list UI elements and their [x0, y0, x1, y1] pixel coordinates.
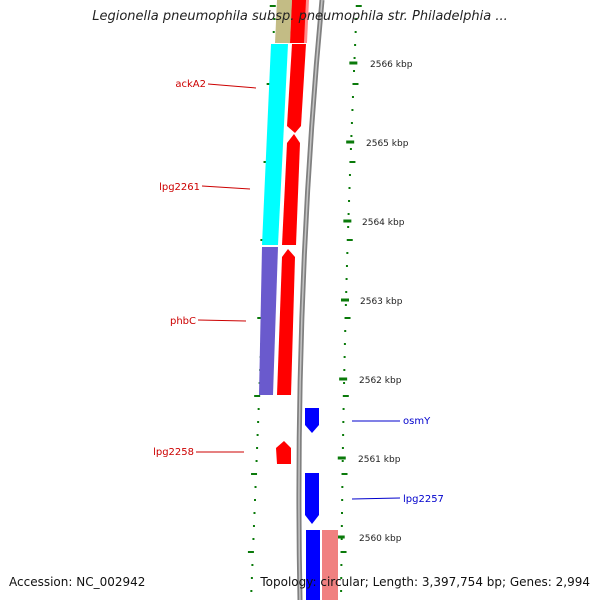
gene-label-lpg2257[interactable]: lpg2257: [403, 494, 444, 505]
gene-block-blue: [306, 530, 320, 600]
topology-text: Topology: circular; Length: 3,397,754 bp…: [260, 575, 590, 589]
gene-block-red: [276, 441, 291, 464]
scale-label: 2564 kbp: [362, 218, 405, 228]
gene-labels: ackA2 lpg2261 phbC lpg2258 osmY lpg2257: [153, 79, 444, 505]
gene-block-blue: [305, 408, 319, 433]
gene-block-red: [277, 249, 295, 395]
gene-label-acka2[interactable]: ackA2: [175, 79, 206, 90]
map-title: Legionella pneumophila subsp. pneumophil…: [92, 9, 508, 24]
backbone-highlight: [298, 0, 323, 600]
scale-label: 2565 kbp: [366, 139, 409, 149]
scale-labels: 2566 kbp 2565 kbp 2564 kbp 2563 kbp 2562…: [358, 60, 413, 544]
scale-label: 2560 kbp: [359, 534, 402, 544]
scale-label: 2566 kbp: [370, 60, 413, 70]
scale-label: 2561 kbp: [358, 455, 401, 465]
gene-label-connector: [201, 185, 251, 190]
gene-label-phbc[interactable]: phbC: [170, 316, 196, 327]
gene-block-pink: [322, 530, 338, 600]
gene-block-cyan: [262, 44, 288, 245]
gene-block-red: [287, 44, 306, 133]
scale-label: 2562 kbp: [359, 376, 402, 386]
gene-label-connector: [197, 319, 247, 322]
gene-block-blue: [305, 473, 319, 524]
gene-label-connector: [207, 83, 257, 89]
gene-label-lpg2258[interactable]: lpg2258: [153, 447, 194, 458]
gene-block-red: [282, 134, 300, 245]
gene-label-lpg2261[interactable]: lpg2261: [159, 182, 200, 193]
scale-label: 2563 kbp: [360, 297, 403, 307]
feature-blocks: [259, 0, 338, 600]
gene-label-osmy[interactable]: osmY: [403, 416, 431, 427]
accession-text: Accession: NC_002942: [9, 575, 146, 589]
gene-block-olive: [275, 0, 292, 43]
gene-block-purple: [259, 247, 278, 395]
gene-block-red: [290, 0, 306, 43]
gene-label-connector: [351, 497, 401, 500]
